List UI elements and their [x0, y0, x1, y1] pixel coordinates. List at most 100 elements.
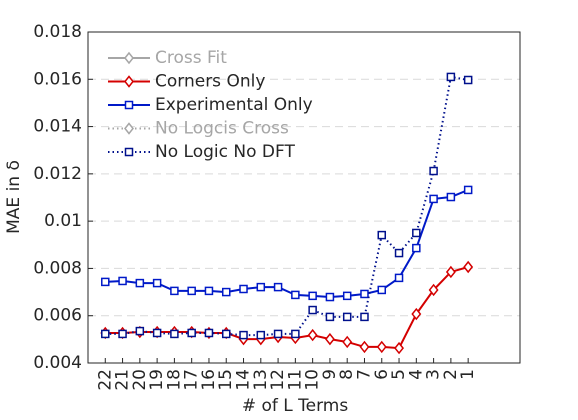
marker: [463, 75, 473, 85]
marker: [377, 285, 387, 295]
marker: [239, 330, 248, 340]
marker: [325, 292, 335, 302]
marker: [359, 340, 370, 354]
marker: [135, 278, 145, 288]
y-tick-label: 0.016: [33, 69, 82, 89]
x-tick-label: 18: [164, 369, 184, 391]
y-tick-label: 0.008: [33, 258, 82, 278]
marker: [187, 328, 196, 338]
y-tick-label: 0.006: [33, 306, 82, 326]
marker: [204, 328, 214, 338]
marker: [152, 278, 162, 288]
x-tick-label: 9: [320, 369, 340, 380]
marker: [429, 194, 438, 204]
marker: [124, 100, 134, 110]
marker: [124, 75, 134, 88]
marker: [273, 329, 283, 339]
x-tick-label: 4: [406, 369, 426, 380]
y-tick-label: 0.014: [33, 117, 82, 137]
marker: [308, 291, 317, 301]
marker: [411, 307, 422, 321]
x-tick-label: 11: [285, 369, 305, 391]
x-tick-label: 15: [216, 369, 236, 391]
marker: [124, 147, 134, 157]
x-tick-label: 13: [251, 369, 271, 391]
x-tick-label: 22: [95, 369, 115, 391]
marker: [463, 185, 473, 195]
y-tick-label: 0.01: [44, 211, 82, 231]
series-line: [105, 75, 469, 337]
legend-label: No Logic No DFT: [155, 142, 295, 162]
x-tick-label: 1: [458, 369, 478, 380]
marker: [187, 286, 196, 296]
marker: [170, 329, 179, 339]
marker: [446, 192, 456, 202]
x-tick-label: 14: [234, 369, 254, 391]
marker: [152, 328, 162, 338]
marker: [325, 312, 335, 322]
x-tick-label: 20: [130, 369, 150, 391]
legend-label: No Logcis Cross: [155, 119, 289, 139]
series-line: [105, 189, 469, 299]
marker: [342, 335, 353, 349]
marker: [360, 312, 369, 322]
x-tick-label: 16: [199, 369, 219, 391]
marker: [118, 329, 127, 339]
marker: [239, 284, 248, 294]
marker: [376, 340, 387, 354]
marker: [118, 276, 127, 286]
marker: [412, 243, 421, 253]
x-tick-label: 3: [424, 369, 444, 380]
x-tick-label: 10: [303, 369, 323, 391]
x-tick-label: 21: [113, 369, 133, 391]
marker: [394, 248, 404, 258]
legend-label: Corners Only: [155, 72, 265, 92]
marker: [463, 260, 474, 274]
marker: [101, 329, 110, 339]
legend-label: Experimental Only: [155, 95, 313, 115]
marker: [273, 282, 283, 292]
marker: [308, 305, 317, 315]
y-tick-label: 0.004: [33, 353, 82, 373]
legend: Cross Fit Corners Only Experimental Only No…: [108, 48, 313, 162]
x-tick-label: 2: [441, 369, 461, 380]
legend-label: Cross Fit: [155, 48, 227, 68]
marker: [394, 273, 404, 283]
marker: [342, 291, 352, 301]
x-tick-label: 19: [147, 369, 167, 391]
x-tick-label: 12: [268, 369, 288, 391]
x-tick-label: 8: [337, 369, 357, 380]
marker: [445, 265, 456, 279]
x-axis-label: # of L Terms: [242, 396, 349, 416]
marker: [412, 228, 421, 238]
x-tick-label: 5: [389, 369, 409, 380]
marker: [360, 289, 369, 299]
marker: [221, 287, 231, 297]
marker: [307, 328, 318, 342]
marker: [124, 51, 134, 65]
marker: [291, 329, 300, 339]
marker: [170, 286, 179, 296]
marker: [101, 277, 110, 287]
marker: [291, 290, 300, 300]
marker: [221, 329, 231, 339]
marker: [342, 312, 352, 322]
marker: [429, 166, 438, 176]
marker: [204, 286, 214, 296]
y-axis-label: MAE in δ: [4, 160, 24, 234]
marker: [446, 72, 456, 82]
y-tick-label: 0.018: [33, 22, 82, 42]
x-tick-label: 7: [354, 369, 374, 380]
marker: [377, 230, 387, 240]
marker: [324, 332, 335, 346]
series-line: [105, 266, 469, 350]
marker: [394, 341, 405, 355]
marker: [428, 283, 439, 297]
marker: [135, 326, 145, 336]
marker: [124, 122, 134, 135]
x-tick-label: 6: [372, 369, 392, 380]
x-tick-label: 17: [182, 369, 202, 391]
marker: [256, 282, 266, 292]
marker: [256, 330, 266, 340]
